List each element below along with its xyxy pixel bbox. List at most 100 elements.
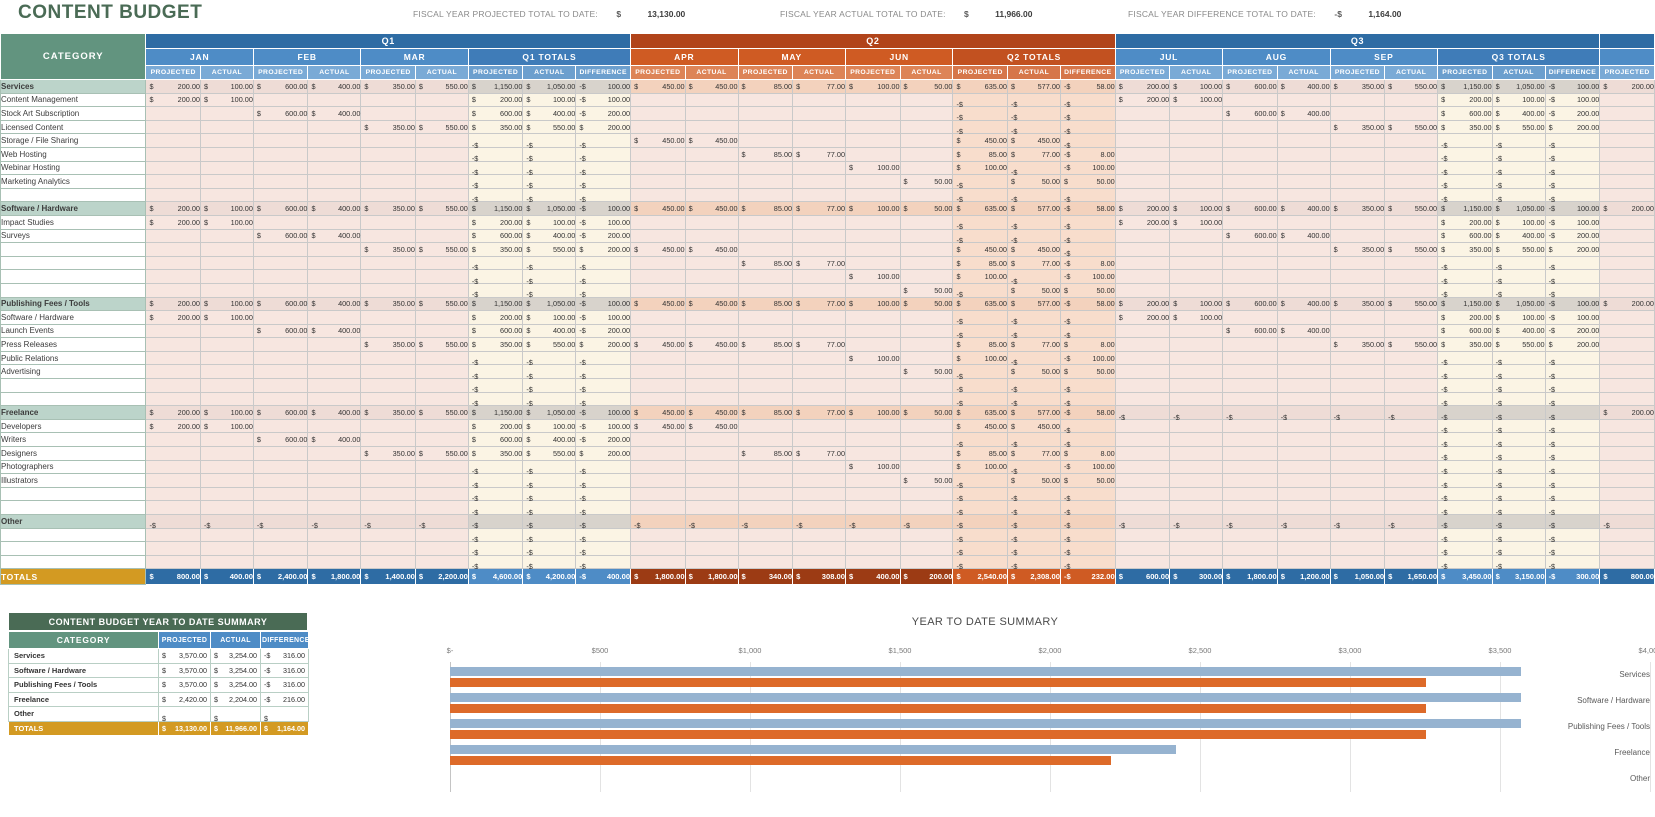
grid-cell[interactable] (360, 432, 416, 448)
grid-cell[interactable]: -$ (414, 514, 469, 530)
grid-cell[interactable] (360, 146, 416, 162)
grid-cell[interactable] (307, 541, 362, 556)
grid-cell[interactable]: -$ (1491, 391, 1546, 408)
grid-cell[interactable]: $350.00 (360, 242, 416, 257)
grid-cell[interactable] (1329, 486, 1386, 502)
grid-cell[interactable]: -$ 200.00 (575, 106, 632, 121)
grid-cell[interactable] (360, 133, 416, 148)
grid-cell[interactable]: -$ (1276, 514, 1331, 530)
grid-cell[interactable] (252, 473, 309, 488)
grid-cell[interactable]: $100.00 (199, 92, 254, 108)
grid-cell[interactable]: -$ (1491, 282, 1546, 299)
grid-cell[interactable] (414, 106, 469, 121)
grid-cell[interactable]: -$ (1007, 92, 1061, 109)
grid-cell[interactable] (414, 228, 469, 244)
grid-cell[interactable]: -$ (1007, 160, 1061, 177)
grid-cell[interactable] (145, 119, 201, 135)
grid-cell[interactable] (199, 174, 254, 189)
grid-cell[interactable] (1114, 269, 1171, 284)
grid-cell[interactable]: -$ 200.00 (575, 432, 632, 448)
table-row[interactable]: Advertising -$ -$ -$ $50.00 -$ $50.00 $50.00 -$ -… (0, 364, 1655, 381)
grid-cell[interactable]: -$ (952, 106, 1008, 122)
grid-cell[interactable]: -$ 8.00 (1059, 146, 1116, 162)
grid-cell[interactable] (737, 282, 794, 298)
grid-cell[interactable]: $550.00 (1384, 201, 1439, 216)
grid-cell[interactable] (899, 391, 954, 407)
grid-cell[interactable]: $100.00 (522, 214, 577, 230)
grid-cell[interactable]: $77.00 (792, 405, 847, 420)
grid-cell[interactable] (1599, 418, 1655, 434)
grid-cell[interactable]: -$ (1059, 486, 1116, 503)
grid-cell[interactable] (414, 174, 469, 189)
grid-cell[interactable]: $635.00 (952, 405, 1008, 420)
blank-row-label[interactable] (0, 391, 147, 407)
grid-cell[interactable] (845, 337, 901, 352)
grid-cell[interactable]: -$ (1007, 554, 1061, 571)
line-item-row-label[interactable]: Storage / File Sharing (0, 133, 147, 148)
grid-cell[interactable] (1599, 187, 1655, 203)
grid-cell[interactable] (630, 228, 686, 244)
grid-cell[interactable] (1599, 350, 1655, 366)
grid-cell[interactable] (145, 146, 201, 162)
grid-cell[interactable] (307, 337, 362, 352)
summary-cell[interactable]: $13,130.00 (158, 720, 211, 736)
grid-cell[interactable]: $577.00 (1007, 201, 1061, 216)
grid-cell[interactable] (307, 378, 362, 393)
grid-cell[interactable] (1222, 500, 1278, 515)
grid-cell[interactable]: $1,150.00 (1437, 296, 1493, 312)
grid-cell[interactable] (145, 242, 201, 257)
grid-cell[interactable]: $400.00 (522, 323, 577, 339)
grid-cell[interactable] (1114, 174, 1171, 189)
grid-cell[interactable] (1114, 432, 1171, 448)
grid-cell[interactable]: -$ (1437, 174, 1493, 190)
grid-cell[interactable] (360, 174, 416, 189)
line-item-row-label[interactable]: Stock Art Subscription (0, 106, 147, 121)
grid-cell[interactable]: -$ (952, 541, 1008, 557)
grid-cell[interactable]: -$ (575, 160, 632, 177)
grid-cell[interactable]: $550.00 (1491, 337, 1546, 352)
grid-cell[interactable] (684, 364, 739, 380)
grid-cell[interactable]: $50.00 (899, 364, 954, 380)
grid-cell[interactable] (414, 432, 469, 448)
grid-cell[interactable]: -$ 100.00 (1059, 459, 1116, 475)
grid-cell[interactable]: -$ (1491, 446, 1546, 462)
grid-cell[interactable]: $200.00 (1437, 92, 1493, 108)
grid-cell[interactable] (145, 486, 201, 502)
grid-cell[interactable] (845, 446, 901, 461)
grid-cell[interactable] (199, 160, 254, 176)
grid-cell[interactable]: -$ (952, 119, 1008, 136)
grid-cell[interactable] (792, 160, 847, 176)
grid-cell[interactable]: $100.00 (952, 160, 1008, 176)
grid-cell[interactable] (1329, 160, 1386, 176)
grid-cell[interactable] (630, 541, 686, 556)
grid-cell[interactable] (199, 337, 254, 352)
grid-cell[interactable]: -$ (467, 160, 524, 177)
grid-cell[interactable] (792, 174, 847, 189)
summary-cell[interactable]: $3,254.00 (210, 648, 261, 664)
grid-cell[interactable] (737, 133, 794, 148)
grid-cell[interactable] (199, 323, 254, 339)
grid-cell[interactable] (792, 473, 847, 488)
grid-cell[interactable] (307, 500, 362, 515)
grid-cell[interactable]: -$ (1437, 187, 1493, 204)
grid-cell[interactable] (145, 541, 201, 556)
grid-cell[interactable] (1384, 92, 1439, 108)
grid-cell[interactable]: -$ (1007, 214, 1061, 231)
grid-cell[interactable] (145, 391, 201, 407)
grid-cell[interactable] (684, 486, 739, 502)
grid-cell[interactable] (899, 378, 954, 393)
grid-cell[interactable] (252, 255, 309, 271)
grid-cell[interactable] (252, 133, 309, 148)
table-row[interactable]: Designers $350.00 $550.00 $350.00 $550.00 $20… (0, 446, 1655, 462)
grid-cell[interactable] (737, 378, 794, 393)
grid-cell[interactable]: -$ (1437, 160, 1493, 177)
grid-cell[interactable] (899, 446, 954, 461)
grid-cell[interactable] (1276, 146, 1331, 162)
grid-cell[interactable] (630, 255, 686, 271)
grid-cell[interactable] (1222, 527, 1278, 543)
grid-cell[interactable]: -$ (522, 378, 577, 394)
grid-cell[interactable] (1276, 446, 1331, 461)
grid-cell[interactable] (1599, 323, 1655, 339)
grid-cell[interactable]: $350.00 (467, 242, 524, 257)
table-row[interactable]: Stock Art Subscription $600.00 $400.00 $600… (0, 106, 1655, 122)
